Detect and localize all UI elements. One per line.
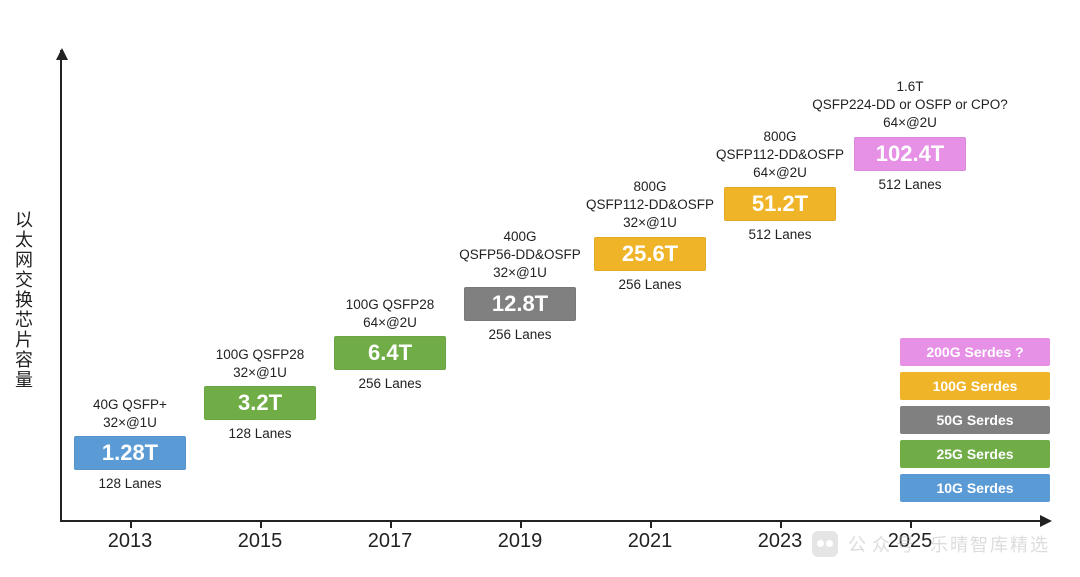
- x-tick: [390, 520, 392, 528]
- step: 800GQSFP112-DD&OSFP64×@2U 51.2T 512 Lanes: [700, 128, 860, 242]
- step: 100G QSFP2832×@1U 3.2T 128 Lanes: [180, 346, 340, 441]
- step-annotation-line: 64×@2U: [700, 164, 860, 182]
- step-annotation-line: 32×@1U: [570, 214, 730, 232]
- x-tick-label: 2025: [888, 530, 933, 553]
- x-tick-label: 2017: [368, 530, 413, 553]
- x-tick-label: 2019: [498, 530, 543, 553]
- step: 40G QSFP+32×@1U 1.28T 128 Lanes: [50, 396, 210, 491]
- step: 100G QSFP2864×@2U 6.4T 256 Lanes: [310, 296, 470, 391]
- step-annotation-line: 64×@2U: [310, 314, 470, 332]
- step-annotation-line: 100G QSFP28: [310, 296, 470, 314]
- lanes-label: 512 Lanes: [700, 227, 860, 242]
- step-annotation: 100G QSFP2832×@1U: [180, 346, 340, 382]
- step-annotation-line: 32×@1U: [440, 264, 600, 282]
- lanes-label: 256 Lanes: [310, 376, 470, 391]
- step-annotation: 400GQSFP56-DD&OSFP32×@1U: [440, 228, 600, 283]
- capacity-box: 51.2T: [724, 187, 836, 221]
- step-annotation-line: 40G QSFP+: [50, 396, 210, 414]
- capacity-box: 102.4T: [854, 137, 966, 171]
- legend-item: 10G Serdes: [900, 474, 1050, 502]
- x-tick-label: 2023: [758, 530, 803, 553]
- step: 1.6TQSFP224-DD or OSFP or CPO?64×@2U 102.…: [790, 78, 1030, 192]
- step-annotation-line: 64×@2U: [790, 114, 1030, 132]
- watermark-text-2: 乐晴智库精选: [930, 531, 1050, 557]
- lanes-label: 128 Lanes: [50, 476, 210, 491]
- legend-item: 25G Serdes: [900, 440, 1050, 468]
- step-annotation-line: 32×@1U: [50, 414, 210, 432]
- lanes-label: 128 Lanes: [180, 426, 340, 441]
- x-tick: [650, 520, 652, 528]
- x-tick: [260, 520, 262, 528]
- step-annotation-line: 800G: [700, 128, 860, 146]
- step-annotation-line: 1.6T: [790, 78, 1030, 96]
- capacity-box: 3.2T: [204, 386, 316, 420]
- legend-item: 50G Serdes: [900, 406, 1050, 434]
- lanes-label: 256 Lanes: [440, 327, 600, 342]
- y-axis-label: 以太网交换芯片容量: [10, 210, 36, 390]
- step-annotation: 1.6TQSFP224-DD or OSFP or CPO?64×@2U: [790, 78, 1030, 133]
- step-annotation-line: 32×@1U: [180, 364, 340, 382]
- step-annotation: 40G QSFP+32×@1U: [50, 396, 210, 432]
- y-axis: [60, 50, 62, 520]
- capacity-box: 6.4T: [334, 336, 446, 370]
- step: 800GQSFP112-DD&OSFP32×@1U 25.6T 256 Lanes: [570, 178, 730, 292]
- legend-item: 100G Serdes: [900, 372, 1050, 400]
- step-annotation-line: 800G: [570, 178, 730, 196]
- step-annotation: 100G QSFP2864×@2U: [310, 296, 470, 332]
- x-tick-label: 2015: [238, 530, 283, 553]
- step-annotation-line: QSFP56-DD&OSFP: [440, 246, 600, 264]
- step-annotation: 800GQSFP112-DD&OSFP32×@1U: [570, 178, 730, 233]
- capacity-box: 25.6T: [594, 237, 706, 271]
- lanes-label: 256 Lanes: [570, 277, 730, 292]
- wechat-icon: [812, 531, 838, 557]
- capacity-box: 12.8T: [464, 287, 576, 321]
- step-annotation-line: 100G QSFP28: [180, 346, 340, 364]
- x-tick-label: 2013: [108, 530, 153, 553]
- x-tick: [520, 520, 522, 528]
- step: 400GQSFP56-DD&OSFP32×@1U 12.8T 256 Lanes: [440, 228, 600, 342]
- x-tick-label: 2021: [628, 530, 673, 553]
- capacity-box: 1.28T: [74, 436, 186, 470]
- step-annotation-line: QSFP112-DD&OSFP: [570, 196, 730, 214]
- legend: 200G Serdes ? 100G Serdes 50G Serdes 25G Se…: [900, 332, 1050, 502]
- x-tick: [910, 520, 912, 528]
- x-tick: [130, 520, 132, 528]
- step-annotation: 800GQSFP112-DD&OSFP64×@2U: [700, 128, 860, 183]
- lanes-label: 512 Lanes: [790, 177, 1030, 192]
- step-annotation-line: 400G: [440, 228, 600, 246]
- x-axis: [60, 520, 1050, 522]
- step-annotation-line: QSFP224-DD or OSFP or CPO?: [790, 96, 1030, 114]
- x-tick: [780, 520, 782, 528]
- legend-item: 200G Serdes ?: [900, 338, 1050, 366]
- step-annotation-line: QSFP112-DD&OSFP: [700, 146, 860, 164]
- chart-stage: 以太网交换芯片容量 2013 2015 2017 2019 2021 2023 2025 4…: [0, 0, 1080, 577]
